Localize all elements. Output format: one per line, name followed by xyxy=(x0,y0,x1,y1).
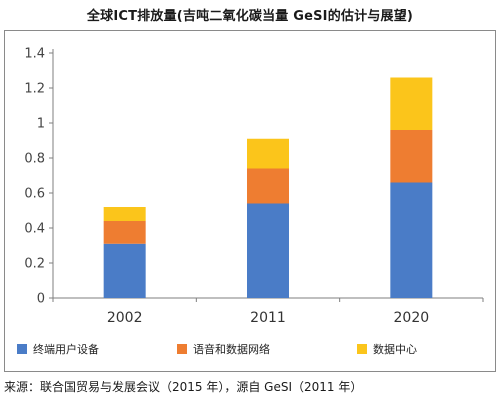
legend-swatch xyxy=(17,344,27,354)
y-tick-label: 1.2 xyxy=(24,82,45,97)
y-tick-label: 0 xyxy=(37,292,45,307)
x-category-label: 2020 xyxy=(394,310,430,326)
x-category-label: 2011 xyxy=(250,310,286,326)
bar-segment-数据中心-2002 xyxy=(103,207,146,221)
bar-segment-终端用户设备-2002 xyxy=(103,243,146,298)
bar-segment-数据中心-2011 xyxy=(247,138,289,169)
axis-labels: 0 0.2 0.4 0.6 0.8 1 1.2 1.4 2002 2011 2020 xyxy=(24,47,429,327)
chart-title: 全球ICT排放量(吉吨二氧化碳当量 GeSI的估计与展望) xyxy=(86,9,414,24)
bar-segment-语音和数据网络-2011 xyxy=(247,168,289,204)
legend: 终端用户设备 语音和数据网络 数据中心 xyxy=(17,342,417,356)
stacked-bar-chart: 0 0.2 0.4 0.6 0.8 1 1.2 1.4 2002 2011 2020 终端用户设备 语… xyxy=(17,47,484,356)
bar-segment-语音和数据网络-2020 xyxy=(390,130,433,183)
chart-area: 0 0.2 0.4 0.6 0.8 1 1.2 1.4 2002 2011 2020 终端用户设备 语… xyxy=(4,30,496,372)
legend-item: 终端用户设备 xyxy=(17,342,99,356)
legend-item: 语音和数据网络 xyxy=(177,342,270,356)
bar-segment-语音和数据网络-2002 xyxy=(103,221,146,244)
legend-swatch xyxy=(357,344,367,354)
y-tick-label: 0.8 xyxy=(24,152,45,167)
legend-swatch xyxy=(177,344,187,354)
x-category-label: 2002 xyxy=(107,310,143,326)
legend-label: 终端用户设备 xyxy=(33,342,99,356)
source-note: 来源：联合国贸易与发展会议（2015 年），源自 GeSI（2011 年） xyxy=(4,380,363,394)
legend-label: 数据中心 xyxy=(373,342,417,356)
y-tick-label: 0.6 xyxy=(24,187,45,202)
bar-segment-终端用户设备-2011 xyxy=(247,203,289,298)
bar-segment-数据中心-2020 xyxy=(390,77,433,130)
y-tick-label: 0.4 xyxy=(24,222,45,237)
y-tick-label: 1.4 xyxy=(24,47,45,62)
y-tick-label: 0.2 xyxy=(24,257,45,272)
bars xyxy=(103,77,433,298)
bar-segment-终端用户设备-2020 xyxy=(390,182,433,298)
y-tick-label: 1 xyxy=(37,117,45,132)
legend-item: 数据中心 xyxy=(357,342,417,356)
legend-label: 语音和数据网络 xyxy=(193,342,270,356)
